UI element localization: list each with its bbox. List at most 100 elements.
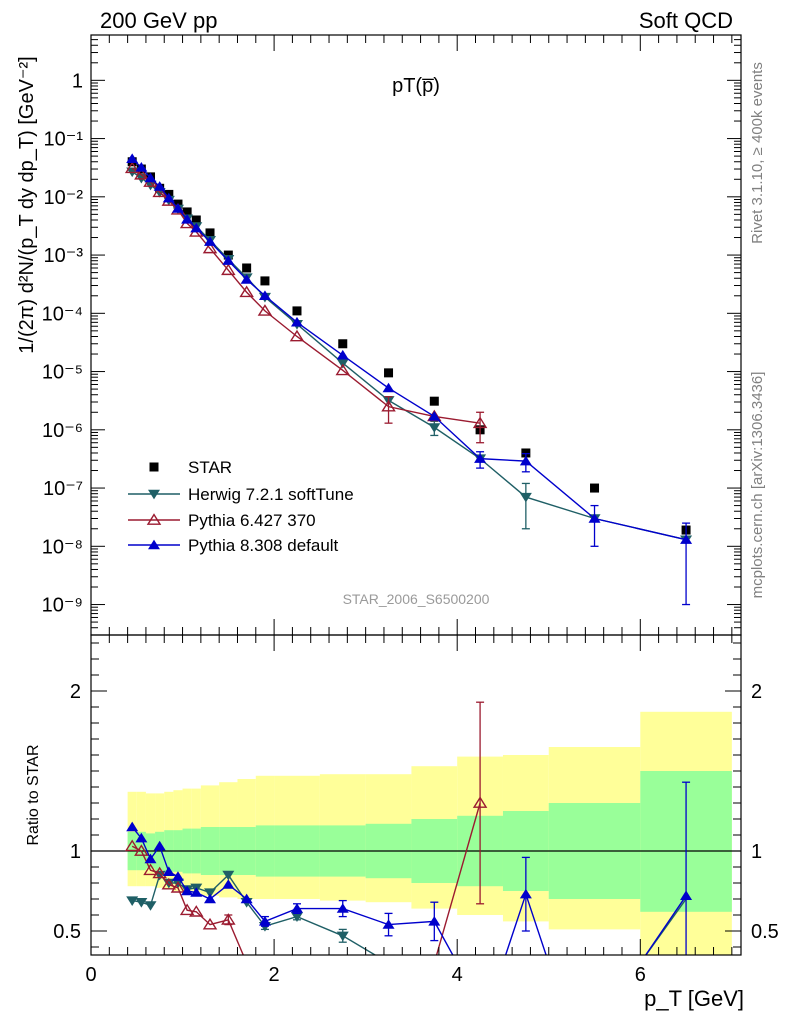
ratio-y-tick-label: 1 — [751, 841, 762, 863]
ratio-point — [134, 844, 149, 856]
ratio-series-clipped — [126, 781, 693, 955]
data-point — [221, 263, 236, 276]
data-point — [338, 339, 348, 349]
top-axes: 10⁻⁹ 10⁻⁸ 10⁻⁷ 10⁻⁶ 10⁻⁵ 10⁻⁴ 10⁻³ 10⁻² 10⁻¹ 1 — [42, 34, 741, 636]
ratio-series — [124, 701, 693, 955]
x-axis-label: p_T [GeV] — [644, 986, 744, 1011]
data-point — [519, 455, 532, 466]
ratio-point — [222, 870, 235, 881]
bottom-axes: 0.5 0.5 1 1 2 2 0 2 4 6 — [53, 635, 779, 986]
data-point — [257, 304, 273, 316]
ratio-y-tick-label: 0.5 — [53, 921, 81, 943]
x-tick-label: 2 — [269, 964, 280, 986]
legend-item: Herwig 7.2.1 softTune — [128, 485, 354, 504]
y-tick-label: 10⁻⁷ — [43, 478, 83, 500]
data-point — [381, 399, 396, 412]
ratio-point — [144, 853, 157, 864]
ratio-point — [124, 839, 140, 852]
ratio-y-tick-label: 2 — [70, 681, 81, 703]
legend-label: STAR — [188, 458, 232, 477]
data-point — [588, 513, 601, 523]
data-point — [428, 423, 441, 433]
ratio-point — [171, 871, 184, 881]
data-point — [135, 161, 148, 172]
data-point — [124, 161, 140, 174]
header-right-label: Soft QCD — [639, 8, 733, 33]
ratio-point — [135, 832, 148, 843]
ratio-point — [222, 879, 235, 889]
x-tick-label: 4 — [452, 964, 463, 986]
data-point — [152, 185, 167, 198]
data-point — [126, 153, 139, 163]
series-pythia-8-308-default — [126, 153, 693, 606]
ratio-point — [126, 821, 139, 832]
data-point — [239, 285, 254, 298]
ratio-point — [190, 887, 203, 897]
y-tick-label: 10⁻¹ — [44, 129, 84, 151]
data-point — [290, 316, 303, 327]
legend-marker — [149, 462, 159, 472]
data-point — [191, 215, 201, 225]
data-point — [289, 329, 305, 342]
legend-label: Pythia 8.308 default — [188, 536, 339, 555]
ratio-series-pythia-6-427-370 — [124, 701, 488, 955]
series-star — [127, 157, 691, 535]
side-label-mcplots: mcplots.cern.ch [arXiv:1306.3436] — [749, 372, 766, 599]
ratio-point — [189, 905, 204, 917]
y-tick-label: 10⁻² — [44, 187, 84, 209]
analysis-watermark: STAR_2006_S6500200 — [343, 591, 490, 607]
x-tick-label: 0 — [85, 964, 96, 986]
data-point — [680, 534, 693, 544]
ratio-point — [179, 903, 195, 916]
y-tick-label: 10⁻⁵ — [42, 362, 83, 384]
ratio-point — [181, 885, 194, 896]
header-left-label: 200 GeV pp — [100, 8, 217, 33]
series-line — [131, 158, 687, 541]
ratio-point — [680, 890, 693, 900]
ratio-point — [290, 912, 303, 922]
legend-marker — [146, 513, 162, 525]
ratio-point — [153, 840, 166, 851]
data-point — [260, 276, 270, 286]
y-tick-label: 10⁻³ — [44, 245, 84, 267]
bottom-y-axis-label: Ratio to STAR — [25, 744, 42, 845]
series-line — [131, 167, 481, 424]
legend-label: Herwig 7.2.1 softTune — [188, 485, 354, 504]
ratio-point — [336, 931, 349, 942]
ratio-point — [336, 903, 349, 913]
ratio-point — [162, 866, 175, 876]
legend-marker — [148, 539, 160, 550]
ratio-point — [135, 898, 148, 908]
data-point — [222, 255, 235, 265]
legend-marker — [148, 489, 160, 500]
data-point — [336, 349, 349, 360]
ratio-uncertainty-bands — [127, 711, 732, 955]
y-tick-label: 10⁻⁴ — [42, 303, 83, 325]
ratio-point — [519, 888, 532, 899]
ratio-point — [258, 916, 271, 926]
legend-item: STAR — [149, 458, 232, 477]
legend-item: Pythia 6.427 370 — [128, 511, 316, 530]
ratio-point — [170, 881, 186, 893]
ratio-point — [126, 896, 139, 906]
data-point — [202, 241, 218, 254]
ratio-point — [202, 917, 218, 930]
ratio-y-tick-label: 2 — [751, 681, 762, 703]
top-y-axis-label: 1/(2π) d²N/(p_T dy dp_T) [GeV⁻²] — [16, 56, 38, 353]
ratio-point — [143, 863, 158, 876]
ratio-point — [382, 919, 395, 929]
ratio-point — [144, 901, 157, 911]
spectrum-series — [124, 153, 693, 606]
y-tick-label: 10⁻⁸ — [42, 536, 83, 558]
ratio-point — [204, 888, 217, 898]
data-point — [258, 290, 271, 300]
data-point — [429, 396, 439, 406]
data-point — [134, 167, 149, 180]
data-point — [384, 368, 394, 378]
ratio-y-tick-label: 1 — [70, 841, 81, 863]
ratio-point — [161, 877, 177, 890]
ratio-y-tick-label: 0.5 — [751, 921, 779, 943]
data-point — [181, 213, 194, 224]
ratio-point — [290, 903, 303, 913]
